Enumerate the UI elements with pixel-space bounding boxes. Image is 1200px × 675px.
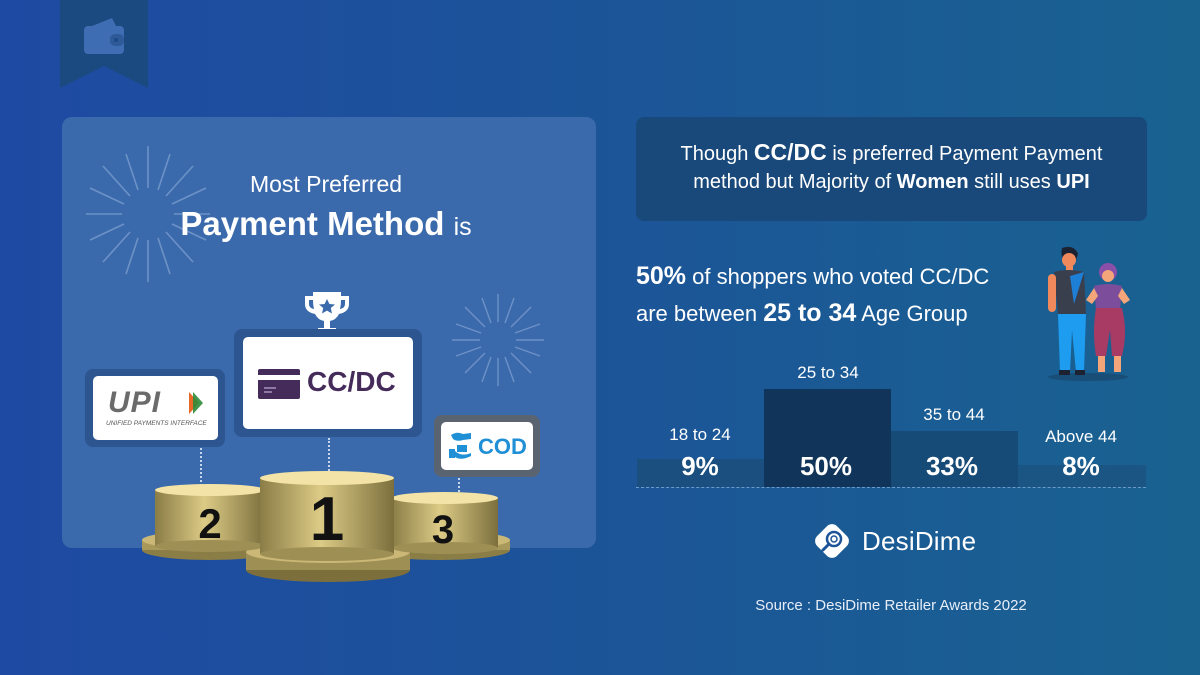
firework-icon	[452, 294, 544, 386]
insight-line-1: Though CC/DC is preferred Payment Paymen…	[680, 139, 1103, 165]
insight-line-2: method but Majority of Women still uses …	[693, 171, 1090, 193]
title-line-2: Payment Method is	[0, 205, 652, 243]
bar-value-above-44: 8%	[1062, 451, 1100, 481]
connector-line	[328, 438, 330, 474]
bar-label-25-34: 25 to 34	[797, 363, 859, 382]
insight-box: Though CC/DC is preferred Payment Paymen…	[636, 117, 1147, 221]
title-emphasis: Payment Method	[180, 205, 445, 242]
brand-name: DesiDime	[862, 525, 977, 556]
rank-3-card	[441, 422, 533, 470]
bar-above-44	[1018, 465, 1146, 487]
title-line-1: Most Preferred	[249, 171, 403, 197]
wallet-badge	[60, 0, 148, 88]
rank-3-number: 3	[431, 508, 455, 552]
bar-value-18-24: 9%	[681, 451, 719, 481]
bar-25-34	[764, 389, 891, 487]
source-note: Source : DesiDime Retailer Awards 2022	[755, 597, 1027, 614]
couple-illustration	[1048, 246, 1130, 381]
podium	[142, 471, 510, 582]
firework-icon	[86, 146, 210, 282]
bar-value-25-34: 50%	[799, 451, 853, 481]
bar-label-35-44: 35 to 44	[923, 405, 985, 424]
title-suffix: is	[453, 213, 472, 241]
cash-hand-icon	[449, 432, 471, 459]
bar-18-24	[637, 459, 764, 487]
rank-3-method: COD	[478, 434, 527, 459]
connector-line	[200, 448, 202, 490]
bar-35-44	[891, 431, 1018, 487]
chart-baseline	[636, 487, 1146, 488]
upi-logo: UPI	[108, 386, 162, 419]
bar-label-18-24: 18 to 24	[669, 425, 731, 444]
desidime-logo-icon	[815, 524, 849, 558]
stat-line-1: 50% of shoppers who voted CC/DC	[636, 262, 990, 290]
stat-text: 50% of shoppers who voted CC/DC are betw…	[636, 258, 989, 332]
connector-line	[458, 478, 460, 496]
rank-2-number: 2	[198, 500, 222, 547]
stat-line-2: are between 25 to 34 Age Group	[636, 299, 968, 327]
rank-1-number: 1	[309, 485, 345, 554]
rank-1-method: CC/DC	[307, 366, 396, 397]
bar-label-above-44: Above 44	[1045, 427, 1117, 446]
wallet-icon	[84, 18, 124, 54]
upi-arrow-icon	[189, 392, 203, 414]
upi-subtitle: UNIFIED PAYMENTS INTERFACE	[106, 420, 207, 427]
brand-logo: DesiDime	[812, 521, 976, 561]
credit-card-icon	[258, 369, 300, 399]
bar-value-35-44: 33%	[925, 451, 979, 481]
